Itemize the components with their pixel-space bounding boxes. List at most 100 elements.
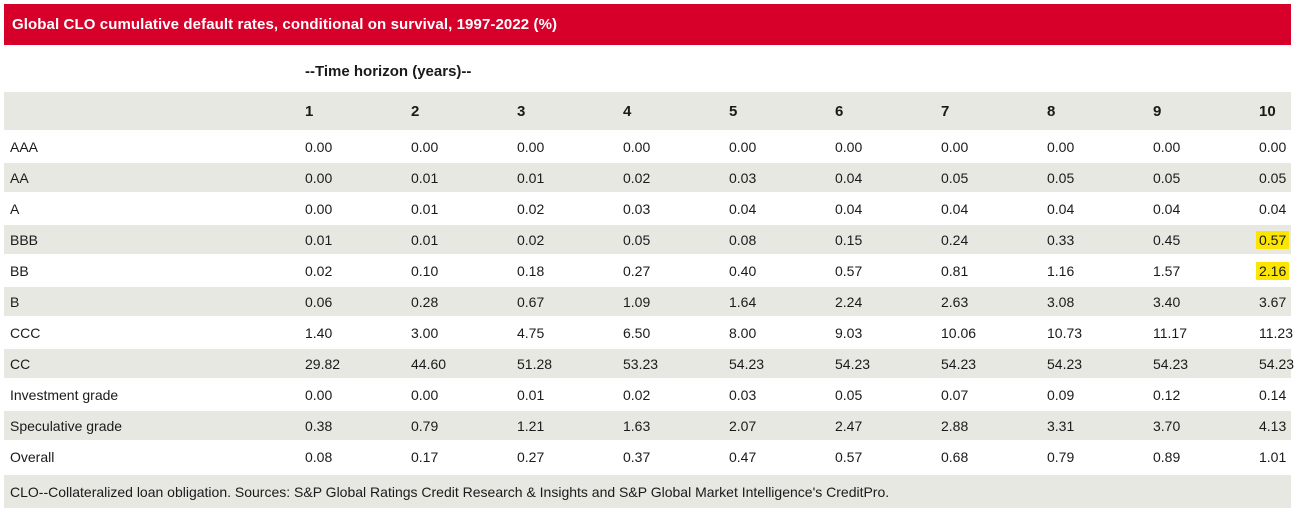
table-cell: 0.04 <box>1259 200 1287 217</box>
table-cell: 0.06 <box>305 293 333 310</box>
table-cell: 2.24 <box>835 293 863 310</box>
table-cell: 2.07 <box>729 417 757 434</box>
table-cell: 0.68 <box>941 448 969 465</box>
table-row: CC 29.82 44.60 51.28 53.23 54.23 54.23 54.23 54.… <box>4 349 1295 380</box>
footnote-text: CLO--Collateralized loan obligation. Sou… <box>10 483 890 500</box>
table-cell: 4.75 <box>517 324 545 341</box>
table-cell: 1.01 <box>1259 448 1287 465</box>
table-cell: 0.81 <box>941 262 969 279</box>
table-title: Global CLO cumulative default rates, con… <box>12 16 558 33</box>
table-cell: 0.67 <box>517 293 545 310</box>
table-cell: 0.00 <box>1047 138 1075 155</box>
table-cell: 54.23 <box>1047 355 1083 372</box>
table-cell: 0.00 <box>941 138 969 155</box>
table-cell: 2.47 <box>835 417 863 434</box>
table-cell: 1.09 <box>623 293 651 310</box>
table-cell: 0.04 <box>1047 200 1075 217</box>
table-cell: 0.00 <box>623 138 651 155</box>
table-cell: 0.24 <box>941 231 969 248</box>
table-cell: 0.15 <box>835 231 863 248</box>
table-cell: 0.07 <box>941 386 969 403</box>
table-cell: 0.00 <box>305 200 333 217</box>
table-cell: 0.57 <box>835 262 863 279</box>
table-cell: 0.57 <box>835 448 863 465</box>
table-cell: 8.00 <box>729 324 757 341</box>
table-cell: 0.03 <box>729 169 757 186</box>
table-cell: 0.08 <box>729 231 757 248</box>
table-row: Investment grade 0.00 0.00 0.01 0.02 0.03 0.05… <box>4 380 1291 411</box>
row-label: A <box>10 200 20 217</box>
table-row: CCC 1.40 3.00 4.75 6.50 8.00 9.03 10.06 10.73 11.… <box>4 318 1293 349</box>
table-cell: 3.31 <box>1047 417 1075 434</box>
column-header: 10 <box>1259 102 1276 120</box>
table-cell: 3.08 <box>1047 293 1075 310</box>
column-header: 6 <box>835 102 844 120</box>
table-cell: 54.23 <box>1153 355 1189 372</box>
table-cell: 0.04 <box>835 169 863 186</box>
column-header: 5 <box>729 102 738 120</box>
table-cell: 54.23 <box>835 355 871 372</box>
table-cell: 0.05 <box>623 231 651 248</box>
table-cell: 0.02 <box>623 169 651 186</box>
table-cell: 0.01 <box>411 169 439 186</box>
column-header: 1 <box>305 102 314 120</box>
table-cell: 0.00 <box>1259 138 1287 155</box>
table-cell: 53.23 <box>623 355 659 372</box>
table-cell: 0.02 <box>305 262 333 279</box>
table-cell: 0.05 <box>1259 169 1287 186</box>
table-row: AA 0.00 0.01 0.01 0.02 0.03 0.04 0.05 0.05 0.05 0.… <box>4 163 1291 194</box>
table-cell: 0.01 <box>517 386 545 403</box>
table-cell: 3.40 <box>1153 293 1181 310</box>
table-cell: 1.21 <box>517 417 545 434</box>
table-cell: 0.02 <box>623 386 651 403</box>
table-cell: 0.79 <box>411 417 439 434</box>
table-cell: 54.23 <box>941 355 977 372</box>
table-cell: 0.04 <box>941 200 969 217</box>
table-cell: 10.06 <box>941 324 977 341</box>
table-cell: 9.03 <box>835 324 863 341</box>
table-cell: 1.63 <box>623 417 651 434</box>
rates-table: 1 2 3 4 5 6 7 8 9 10 AAA 0.00 0.00 0.00 0.00 0.00 0.00 0.… <box>4 92 1295 473</box>
table-cell: 0.01 <box>517 169 545 186</box>
table-cell: 29.82 <box>305 355 341 372</box>
table-cell: 1.16 <box>1047 262 1075 279</box>
table-cell: 0.05 <box>1047 169 1075 186</box>
table-cell: 1.57 <box>1153 262 1181 279</box>
table-row: AAA 0.00 0.00 0.00 0.00 0.00 0.00 0.00 0.00 0.00 0… <box>4 132 1291 163</box>
table-cell: 0.00 <box>411 386 439 403</box>
table-row: B 0.06 0.28 0.67 1.09 1.64 2.24 2.63 3.08 3.40 3.6… <box>4 287 1291 318</box>
table-cell: 0.37 <box>623 448 651 465</box>
table-cell: 0.38 <box>305 417 333 434</box>
table-cell: 4.13 <box>1259 417 1287 434</box>
row-label: CC <box>10 355 31 372</box>
table-cell: 0.00 <box>517 138 545 155</box>
table-cell: 0.00 <box>305 169 333 186</box>
table-cell: 0.33 <box>1047 231 1075 248</box>
row-label: Speculative grade <box>10 417 123 434</box>
table-cell: 2.88 <box>941 417 969 434</box>
table-cell: 0.00 <box>729 138 757 155</box>
table-cell: 54.23 <box>729 355 765 372</box>
table-cell: 1.64 <box>729 293 757 310</box>
table-cell: 0.27 <box>623 262 651 279</box>
table-cell: 0.00 <box>305 138 333 155</box>
table-cell: 11.17 <box>1153 324 1187 341</box>
table-cell: 2.16 <box>1256 261 1291 280</box>
table-cell: 0.00 <box>1153 138 1181 155</box>
table-cell: 0.05 <box>835 386 863 403</box>
row-label: BBB <box>10 231 39 248</box>
table-cell: 0.04 <box>835 200 863 217</box>
column-header: 7 <box>941 102 950 120</box>
table-cell: 3.67 <box>1259 293 1287 310</box>
column-header: 9 <box>1153 102 1162 120</box>
table-cell: 0.57 <box>1256 230 1291 249</box>
row-label: Investment grade <box>10 386 119 403</box>
table-cell: 54.23 <box>1259 355 1295 372</box>
table-row: BB 0.02 0.10 0.18 0.27 0.40 0.57 0.81 1.16 1.57 2.… <box>4 256 1291 287</box>
table-cell: 3.70 <box>1153 417 1181 434</box>
column-header: 2 <box>411 102 420 120</box>
highlighted-value: 2.16 <box>1256 261 1290 280</box>
table-cell: 0.28 <box>411 293 439 310</box>
column-header: 8 <box>1047 102 1056 120</box>
table-cell: 10.73 <box>1047 324 1083 341</box>
